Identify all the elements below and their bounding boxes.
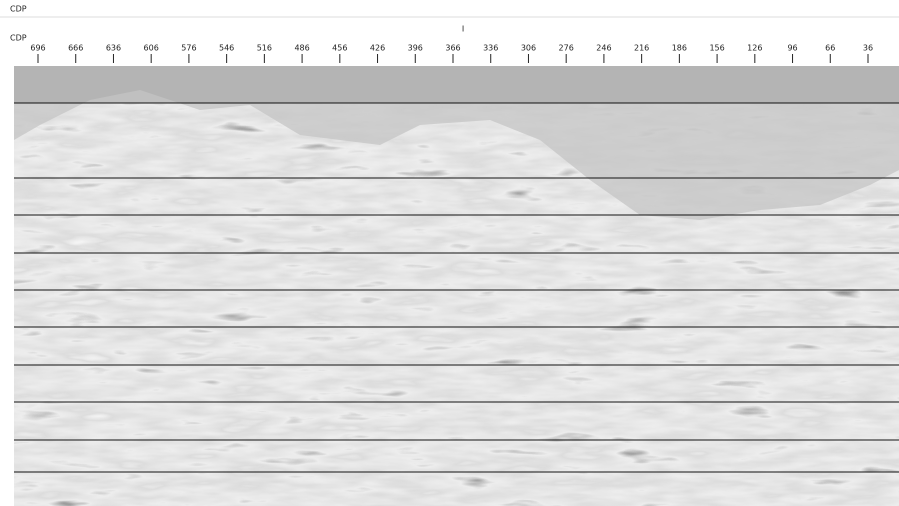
tick-label: 576 bbox=[181, 44, 196, 53]
tick-label: 36 bbox=[863, 44, 873, 53]
tick-label: 516 bbox=[257, 44, 272, 53]
tick-label: 426 bbox=[370, 44, 385, 53]
tick-label: 216 bbox=[634, 44, 649, 53]
tick-label: 636 bbox=[106, 44, 121, 53]
tick-label: 246 bbox=[596, 44, 611, 53]
tick-label: 336 bbox=[483, 44, 498, 53]
tick-label: 66 bbox=[825, 44, 835, 53]
tick-label: 606 bbox=[144, 44, 159, 53]
tick-label: 456 bbox=[332, 44, 347, 53]
seismic-view: CDP CDP I 696 666 636 606 576 546 516 486 456 426… bbox=[0, 0, 899, 506]
tick-label: 186 bbox=[672, 44, 687, 53]
page: CDP CDP I 696 666 636 606 576 546 516 486 456 426… bbox=[0, 0, 899, 506]
tick-label: 486 bbox=[294, 44, 309, 53]
tick-label: 366 bbox=[445, 44, 460, 53]
tick-label: 306 bbox=[521, 44, 536, 53]
tick-label: 666 bbox=[68, 44, 83, 53]
tick-label: 696 bbox=[30, 44, 45, 53]
tick-label: 156 bbox=[709, 44, 724, 53]
marker: I bbox=[462, 25, 464, 34]
top-label: CDP bbox=[10, 5, 27, 14]
tick-label: 96 bbox=[787, 44, 797, 53]
tick-label: 126 bbox=[747, 44, 762, 53]
axis-label: CDP bbox=[10, 34, 27, 43]
tick-label: 276 bbox=[559, 44, 574, 53]
tick-label: 546 bbox=[219, 44, 234, 53]
tick-label: 396 bbox=[408, 44, 423, 53]
